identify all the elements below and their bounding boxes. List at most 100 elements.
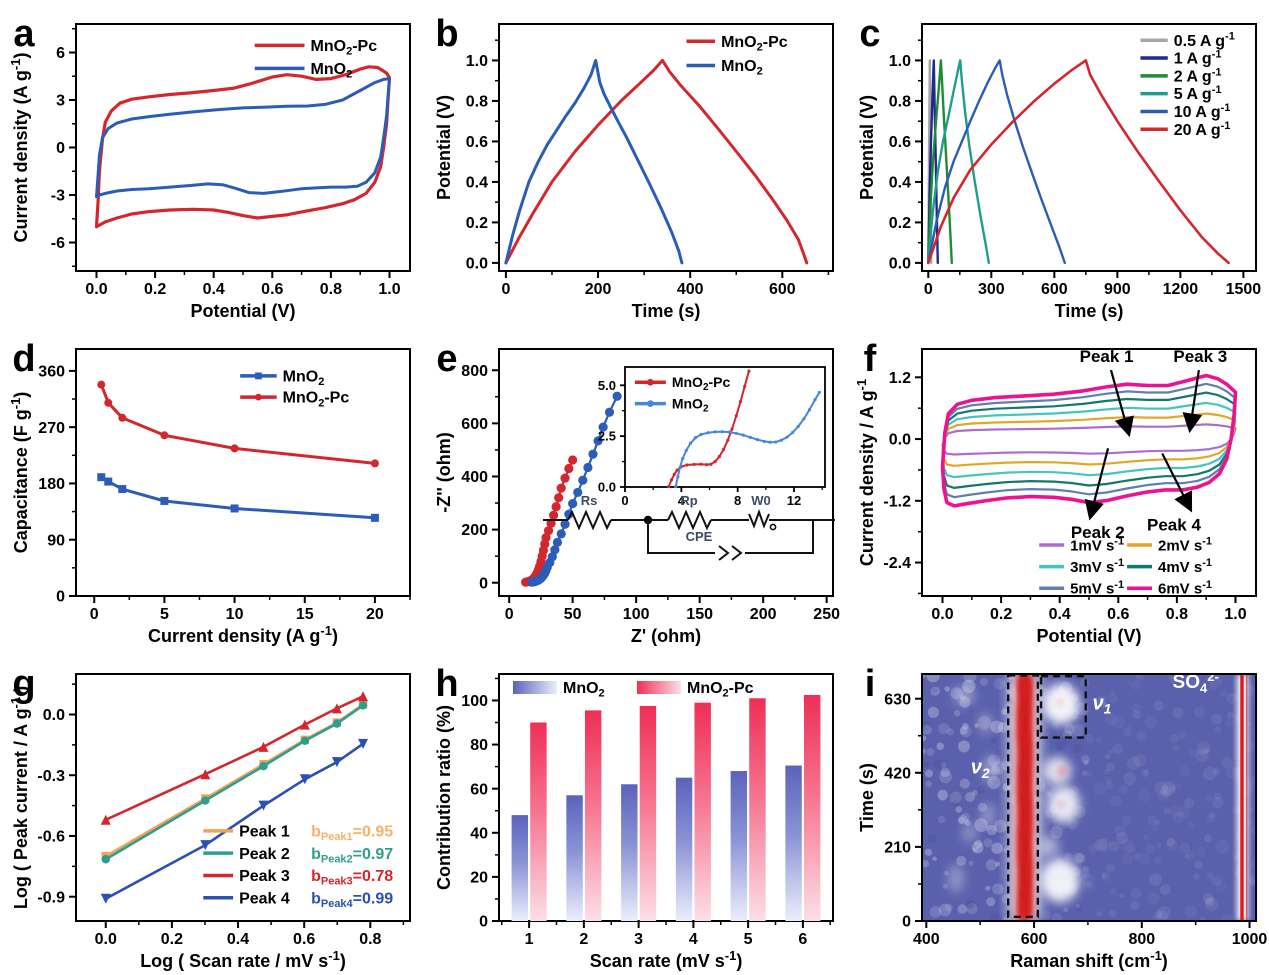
legend-label: 1mV s-1 — [1070, 536, 1124, 555]
x-axis-title: Raman shift (cm-1) — [1010, 948, 1168, 971]
y-tick-label: 0.8 — [889, 94, 911, 111]
x-tick-label: 600 — [769, 281, 796, 298]
peak-annotation: Peak 3 — [1173, 347, 1227, 366]
series-MnO2 — [95, 77, 391, 199]
x-tick-label: 10 — [226, 606, 244, 623]
x-tick-label: 0.2 — [144, 281, 166, 298]
x-tick-label: 200 — [750, 606, 777, 623]
series-5mV — [941, 382, 1237, 499]
y-tick-label: 420 — [884, 765, 911, 782]
x-tick-label: 0 — [505, 606, 514, 623]
x-axis: 0.0 0.2 0.4 0.6 0.8 1.0 — [85, 271, 401, 298]
x-tick-label: 6 — [798, 931, 807, 948]
x-tick-label: 20 — [366, 606, 384, 623]
y-tick-label: 200 — [461, 522, 488, 539]
legend-label: Peak 4 — [239, 890, 290, 907]
y-tick-label: 40 — [470, 825, 488, 842]
y-tick-label: 2.5 — [598, 429, 616, 444]
x-axis-title: Current density (A g-1) — [148, 623, 338, 646]
y-axis: 0 20 40 60 80 100 — [461, 677, 499, 931]
y-tick-label: 800 — [461, 363, 488, 380]
series-Peak 4 — [100, 738, 369, 904]
x-tick-label: 15 — [296, 606, 314, 623]
y-tick-label: -0.3 — [37, 768, 65, 785]
circuit-label-w0: W0 — [751, 493, 771, 508]
y-tick-label: 1.2 — [889, 370, 911, 387]
series-10 — [927, 59, 1067, 265]
legend-label: 5 A g-1 — [1174, 84, 1222, 103]
x-tick-label: 400 — [913, 931, 940, 948]
axes: 400 600 800 1000 0 210 420 630 Raman shift (cm-1… — [857, 673, 1267, 971]
y-axis: 0.0 2.5 5.0 — [598, 378, 625, 495]
x-axis: 0 200 400 600 — [501, 271, 830, 298]
x-tick-label: 0 — [90, 606, 99, 623]
x-tick-label: 4 — [689, 931, 698, 948]
y-tick-label: 0.0 — [889, 256, 911, 273]
x-tick-label: 150 — [686, 606, 713, 623]
x-axis: 0.0 0.2 0.4 0.6 0.8 — [95, 921, 405, 948]
legend-label: 1 A g-1 — [1174, 49, 1222, 68]
x-tick-label: 0.8 — [320, 281, 342, 298]
legend-label: MnO2-Pc — [283, 390, 350, 410]
bar — [584, 710, 602, 921]
circuit-label-cpe: CPE — [686, 529, 713, 544]
series-20 — [927, 59, 1231, 265]
y-tick-label: 0 — [56, 589, 65, 606]
legend-label: 2 A g-1 — [1174, 66, 1222, 85]
panel-g: 0.0 0.2 0.4 0.6 0.8 0.0 -0.3 -0.6 -0.9 Log ( Scan… — [8, 663, 411, 971]
series-6mV — [940, 373, 1238, 508]
series-MnO2 — [504, 58, 684, 265]
y-axis: 0 90 180 270 360 — [38, 363, 76, 606]
y-tick-label: 210 — [884, 840, 911, 857]
x-tick-label: 0.8 — [1166, 606, 1188, 623]
legend: MnO2-Pc MnO2 — [686, 34, 788, 78]
panel-letter-b: b — [435, 13, 458, 55]
legend-label: 10 A g-1 — [1174, 102, 1231, 121]
series-MnO2-Pc — [97, 380, 379, 468]
bar — [730, 771, 748, 921]
legend-label: MnO2-Pc — [721, 34, 788, 54]
y-tick-label: 0 — [479, 914, 488, 931]
legend-label: 0.5 A g-1 — [1174, 31, 1235, 50]
peak-annotation: Peak 2 — [1071, 523, 1125, 542]
y-tick-label: 180 — [38, 476, 65, 493]
x-tick-label: 0.0 — [95, 931, 117, 948]
axes: 0.0 0.2 0.4 0.6 0.8 1.0 -6 -3 0 3 6 Potential (V) Cu… — [8, 23, 411, 321]
peak-annotation: Peak 1 — [1080, 347, 1134, 366]
x-tick-label: 300 — [978, 281, 1005, 298]
y-axis: 0.0 -0.3 -0.6 -0.9 — [37, 683, 76, 906]
x-tick-label: 0.2 — [990, 606, 1012, 623]
x-axis-title: Log ( Scan rate / mV s-1) — [140, 948, 346, 971]
y-axis-title: Potential (V) — [434, 95, 454, 200]
series-1mV — [941, 423, 1237, 456]
x-tick-label: 1 — [525, 931, 534, 948]
legend-label: Peak 3 — [239, 868, 290, 885]
x-tick-label: 50 — [564, 606, 582, 623]
y-tick-label: -2.4 — [883, 555, 911, 572]
legend: 1mV s-1 2mV s-1 3mV s-1 4mV s-1 5mV s-1 6mV s… — [1039, 536, 1212, 598]
x-tick-label: 100 — [623, 606, 650, 623]
x-tick-label: 0.4 — [203, 281, 225, 298]
x-tick-label: 1500 — [1226, 281, 1262, 298]
y-axis-title: Potential (V) — [857, 95, 877, 200]
y-axis-title: Capacitance (F g-1) — [8, 392, 31, 554]
y-axis: 0.0 0.2 0.4 0.6 0.8 1.0 — [466, 39, 499, 273]
bar — [511, 815, 529, 921]
y-axis-title: -Z'' (ohm) — [434, 432, 454, 513]
series-5 — [927, 59, 991, 265]
x-axis: 0.0 0.2 0.4 0.6 0.8 1.0 — [931, 596, 1247, 623]
y-axis: -6 -3 0 3 6 — [51, 28, 76, 267]
x-axis-title: Scan rate (mV s-1) — [590, 948, 743, 971]
bar — [785, 765, 802, 921]
x-tick-label: 200 — [585, 281, 612, 298]
y-tick-label: -0.6 — [37, 829, 65, 846]
circuit-label-rp: Rp — [680, 493, 697, 508]
bar — [621, 784, 638, 921]
panel-letter-i: i — [865, 663, 876, 705]
y-tick-label: -6 — [51, 235, 65, 252]
heatmap: ν1 ν2 SO42- — [922, 674, 1256, 921]
x-axis: 0 5 10 15 20 — [90, 596, 411, 623]
circuit-label-rs: Rs — [581, 493, 598, 508]
legend-label: MnO2 — [311, 61, 353, 81]
